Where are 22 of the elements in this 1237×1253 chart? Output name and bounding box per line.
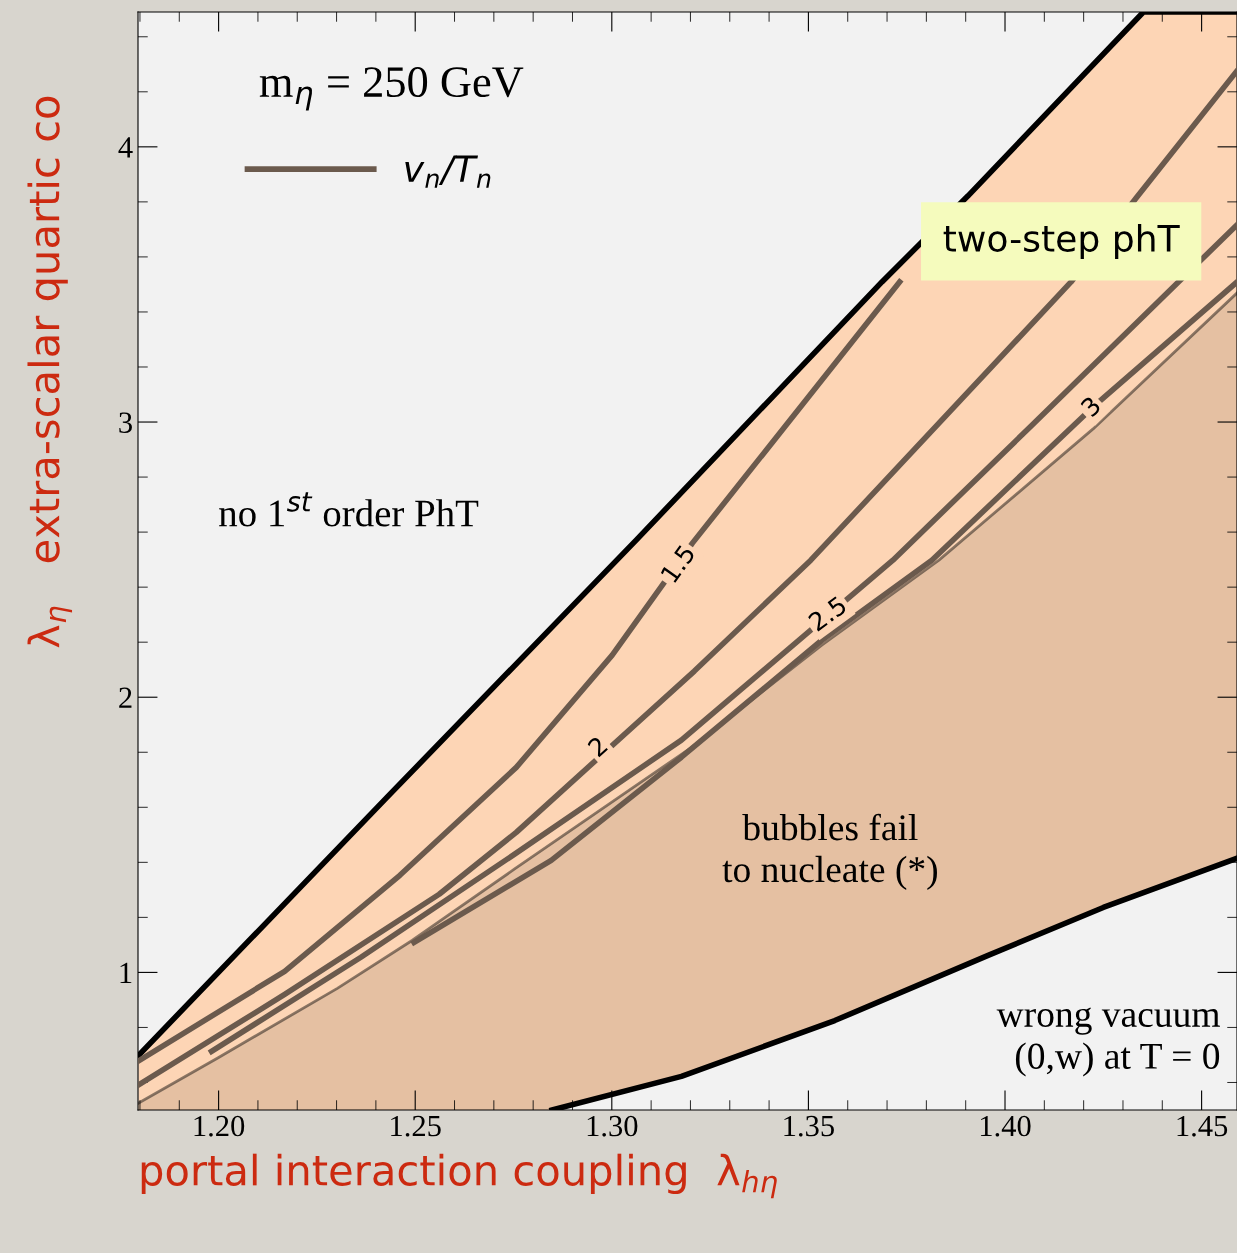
annotation: m$_{η}$ = 250 GeV xyxy=(259,67,524,111)
annotation: 1.5 xyxy=(660,544,696,584)
annotation: wrong vacuum (0,w) at T = 0 xyxy=(996,1007,1220,1077)
y-tick-label: 3 xyxy=(119,412,132,433)
annotation: 2.5 xyxy=(807,595,848,632)
y-tick-label: 2 xyxy=(119,687,132,708)
x-tick-label: 1.45 xyxy=(1177,1115,1228,1137)
annotation: 3 xyxy=(1079,395,1102,418)
annotation: 2 xyxy=(586,735,608,758)
x-tick-label: 1.20 xyxy=(194,1115,245,1137)
legend-label: v$_{n}$/T$_{n}$ xyxy=(405,155,491,188)
annotation: two-step phT xyxy=(943,224,1180,259)
annotation: bubbles fail to nucleate (*) xyxy=(722,813,937,890)
x-tick-label: 1.25 xyxy=(391,1115,441,1137)
x-tick-label: 1.35 xyxy=(784,1115,834,1137)
x-tick-label: 1.40 xyxy=(980,1115,1031,1137)
y-tick-label: 4 xyxy=(118,137,133,158)
x-tick-label: 1.30 xyxy=(587,1115,638,1137)
annotation: no 1$^{st}$ order PhT xyxy=(219,492,479,527)
x-axis-title: portal interaction coupling λ$_{hη}$ xyxy=(141,1153,777,1199)
y-tick-label: 1 xyxy=(120,962,132,984)
text: λ$_{η}$ extra-scalar quartic co xyxy=(27,96,73,648)
